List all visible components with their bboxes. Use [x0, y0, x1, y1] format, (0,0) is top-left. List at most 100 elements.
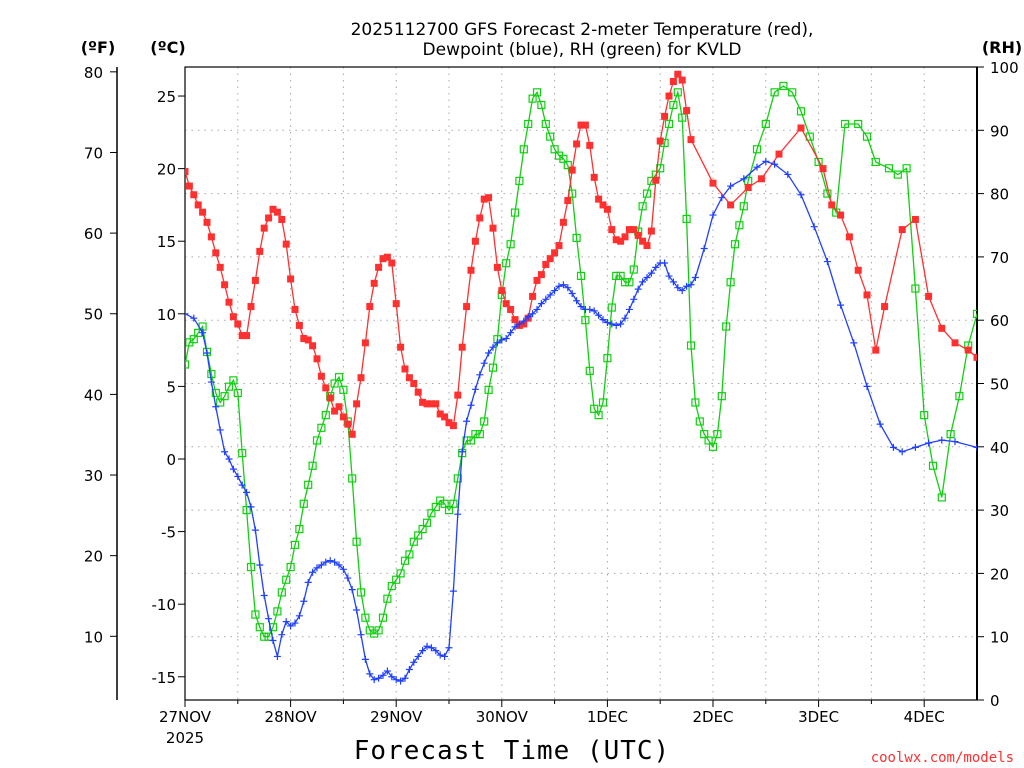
temperature-point	[225, 298, 233, 306]
relative-humidity-point	[480, 417, 489, 426]
dewpoint-point	[269, 636, 277, 644]
temperature-point	[551, 249, 559, 257]
temperature-point	[300, 334, 308, 342]
temperature-point	[678, 76, 686, 84]
temperature-point	[370, 279, 378, 287]
relative-humidity-point	[510, 208, 520, 217]
relative-humidity-point	[642, 189, 652, 198]
dewpoint-point	[304, 578, 312, 586]
dewpoint-point	[502, 334, 510, 342]
relative-humidity-point	[691, 398, 700, 407]
relative-humidity-point	[779, 81, 788, 91]
temperature-point	[207, 233, 215, 241]
temperature-point	[243, 332, 251, 340]
dewpoint-point	[493, 339, 501, 347]
temperature-point	[471, 237, 479, 245]
temperature-point	[581, 121, 589, 129]
temperature-point	[507, 305, 515, 313]
dewpoint-point	[190, 314, 198, 322]
relative-humidity-point	[955, 392, 964, 401]
temperature-point	[441, 413, 449, 421]
relative-humidity-point	[537, 100, 546, 110]
temperature-series	[185, 70, 977, 438]
relative-humidity-point	[796, 107, 806, 116]
dewpoint-point	[727, 182, 735, 190]
relative-humidity-point	[453, 474, 462, 483]
credit-text: coolwx.com/models	[871, 750, 1014, 766]
temperature-point	[221, 281, 229, 289]
dewpoint-point	[317, 561, 325, 569]
dewpoint-point	[599, 316, 607, 324]
temperature-point	[238, 332, 246, 340]
temperature-point	[357, 374, 365, 382]
relative-humidity-point	[295, 524, 304, 534]
fahrenheit-unit-label: (ºF)	[81, 38, 116, 57]
celsius-tick-label: 25	[157, 88, 176, 106]
chart-title-line1: 2025112700 GFS Forecast 2-meter Temperat…	[351, 20, 814, 40]
relative-humidity-point	[722, 322, 731, 331]
relative-humidity-point	[462, 436, 471, 445]
temperature-point	[555, 242, 563, 250]
relative-humidity-point	[414, 531, 423, 540]
relative-humidity-point	[387, 581, 396, 591]
relative-humidity-point	[625, 278, 634, 287]
dewpoint-point	[511, 323, 519, 331]
relative-humidity-point	[488, 363, 498, 372]
temperature-point	[485, 194, 493, 202]
temperature-point	[498, 287, 506, 295]
relative-humidity-point	[581, 316, 590, 325]
x-tick-label: 27NOV	[159, 708, 212, 726]
dewpoint-point	[185, 310, 189, 318]
relative-humidity-point	[246, 562, 256, 572]
dewpoint-point	[837, 301, 845, 309]
dewpoint-point	[485, 349, 493, 357]
relative-humidity-point	[620, 278, 630, 287]
dewpoint-series	[185, 157, 977, 685]
fahrenheit-tick-label: 10	[84, 628, 103, 646]
relative-humidity-point	[603, 354, 612, 363]
temperature-point	[775, 150, 783, 158]
relative-humidity-point	[735, 221, 744, 230]
dewpoint-point	[207, 378, 215, 386]
temperature-point	[881, 303, 889, 311]
dewpoint-point	[876, 420, 884, 428]
temperature-point	[476, 214, 484, 222]
dewpoint-point	[225, 455, 233, 463]
rh-tick-label: 80	[990, 186, 1009, 204]
relative-humidity-point	[937, 493, 946, 502]
dewpoint-point	[357, 631, 365, 639]
dewpoint-point	[595, 311, 603, 319]
dewpoint-point	[524, 313, 532, 321]
temperature-point	[973, 353, 977, 361]
x-tick-label: 4DEC	[904, 708, 945, 726]
temperature-point	[502, 300, 510, 308]
dewpoint-point	[661, 259, 669, 267]
dewpoint-point	[313, 564, 321, 572]
dewpoint-point	[925, 439, 933, 447]
temperature-point	[419, 398, 427, 406]
dewpoint-point	[621, 314, 629, 322]
dewpoint-point	[278, 631, 286, 639]
relative-humidity-point	[704, 436, 713, 445]
relative-humidity-point	[356, 588, 366, 597]
relative-humidity-point	[761, 119, 770, 129]
temperature-point	[432, 400, 440, 408]
temperature-point	[911, 215, 919, 223]
temperature-point	[925, 292, 933, 300]
temperature-point	[190, 191, 198, 199]
rh-series	[185, 81, 977, 641]
grid-lines	[185, 67, 977, 700]
dewpoint-point	[507, 329, 515, 337]
temperature-point	[388, 259, 396, 267]
dewpoint-point	[691, 274, 699, 282]
x-tick-label: 1DEC	[587, 708, 628, 726]
dewpoint-point	[427, 644, 435, 652]
dewpoint-point	[234, 472, 242, 480]
relative-humidity-point	[418, 524, 427, 534]
relative-humidity-point	[902, 164, 911, 173]
temperature-point	[559, 218, 567, 226]
relative-humidity-point	[211, 388, 220, 398]
dewpoint-point	[647, 269, 655, 277]
dewpoint-point	[458, 448, 466, 456]
temperature-point	[687, 136, 695, 144]
